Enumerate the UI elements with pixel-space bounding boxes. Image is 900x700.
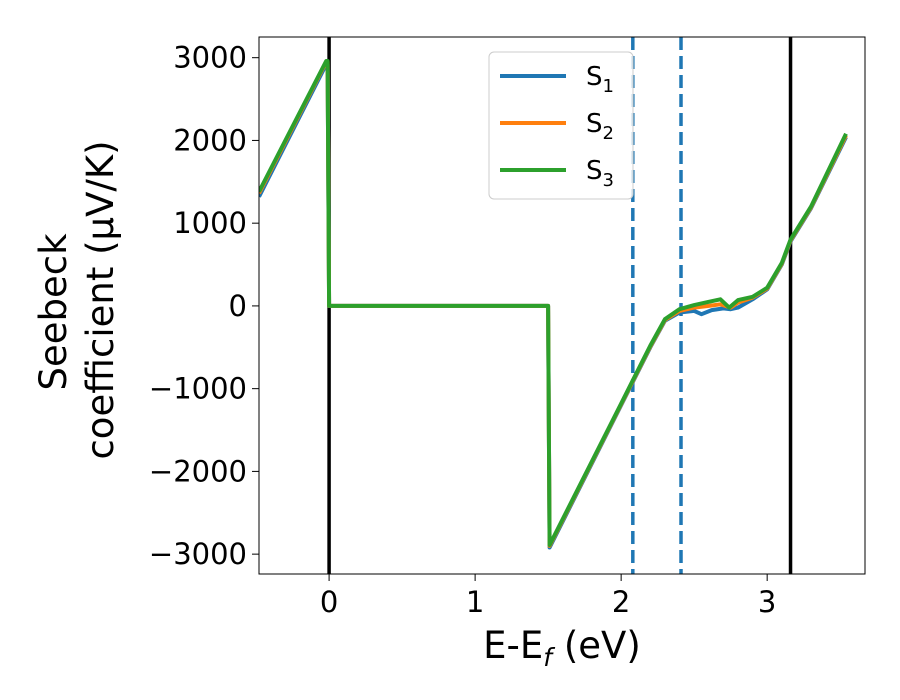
x-tick-label-2: 2 [612, 585, 630, 619]
x-tick-label-0: 0 [320, 585, 338, 619]
series-group [259, 59, 848, 550]
legend-label-s1: S1 [586, 62, 614, 97]
y-tick-label-6: −3000 [149, 537, 247, 571]
y-axis-title-line1: Seebeck [32, 233, 75, 391]
y-axis-title: Seebeck coefficient (μV/K) [32, 140, 122, 459]
y-axis-ticks: 3000 2000 1000 0 −1000 −2000 −3000 [149, 41, 259, 571]
legend-label-s3: S3 [586, 156, 614, 191]
series-line-s3 [259, 59, 848, 547]
y-tick-label-1: 2000 [173, 123, 247, 157]
x-tick-label-1: 1 [466, 585, 484, 619]
x-tick-label-3: 3 [758, 585, 776, 619]
y-tick-label-0: 3000 [173, 41, 247, 75]
y-tick-label-3: 0 [229, 289, 247, 323]
legend-box [488, 51, 634, 200]
x-axis-title: E-Ef (eV) [483, 624, 641, 672]
y-axis-title-line2: coefficient (μV/K) [79, 140, 122, 459]
legend-label-s2: S2 [586, 109, 614, 144]
y-tick-label-2: 1000 [173, 206, 247, 240]
x-axis-ticks: 0 1 2 3 [320, 574, 776, 619]
y-tick-label-4: −1000 [149, 372, 247, 406]
legend: S1 S2 S3 [488, 51, 634, 200]
y-tick-label-5: −2000 [149, 454, 247, 488]
